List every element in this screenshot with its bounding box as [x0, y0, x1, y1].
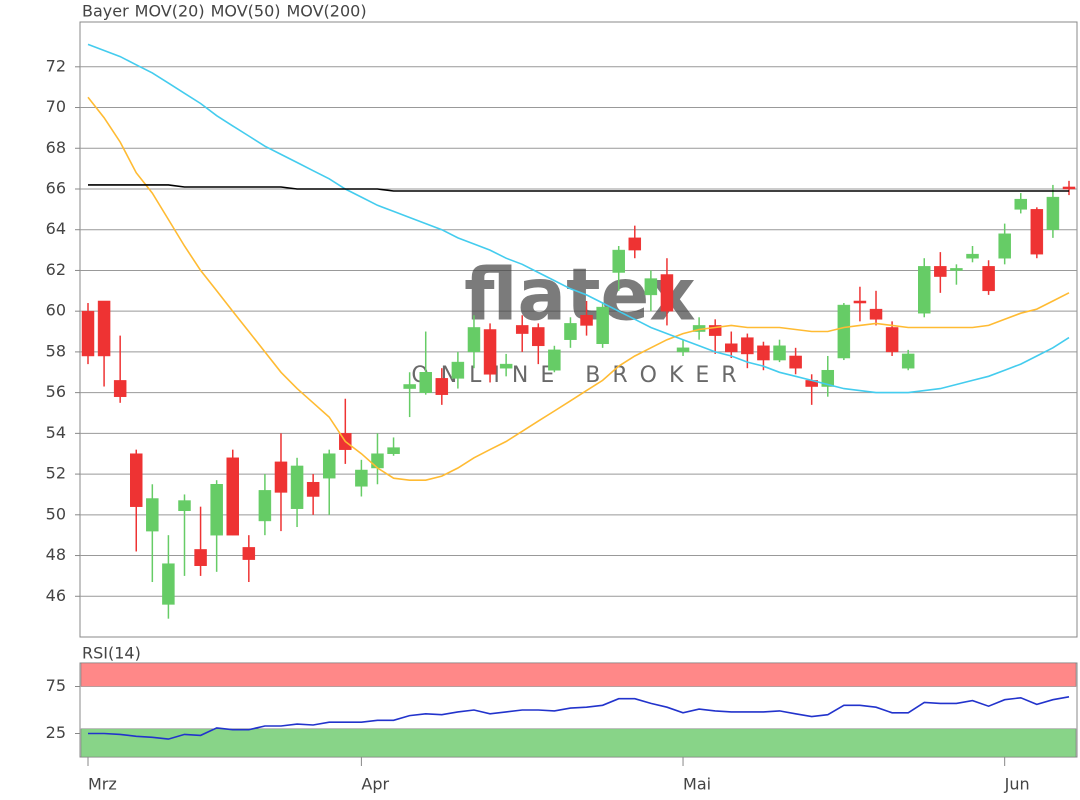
candle-body — [885, 327, 899, 353]
candle-body — [194, 549, 207, 566]
candle-body — [290, 465, 304, 509]
legend-entry: MOV(200) — [286, 2, 366, 21]
candle-body — [355, 469, 368, 487]
legend-entry: MOV(20) — [135, 2, 205, 21]
candle-body — [1062, 186, 1076, 190]
y-tick-label: 54 — [46, 423, 66, 442]
candle-body — [499, 363, 513, 369]
candle-body — [998, 233, 1011, 259]
candle-body — [515, 325, 529, 334]
candle-body — [274, 461, 288, 493]
candle-body — [741, 337, 754, 355]
y-tick-label: 48 — [46, 545, 66, 564]
x-tick-label: Mrz — [88, 775, 117, 794]
y-tick-label: 25 — [46, 723, 66, 742]
candle-body — [451, 361, 465, 379]
line-series — [87, 43, 1070, 394]
legend-entry: MOV(50) — [211, 2, 281, 21]
candle-body — [966, 253, 979, 259]
legend-entry: Bayer — [82, 2, 129, 21]
line-series — [87, 96, 1070, 481]
x-tick-label: Apr — [361, 775, 389, 794]
candle-body — [226, 457, 239, 536]
y-tick-label: 52 — [46, 464, 66, 483]
candle-body — [483, 329, 497, 375]
y-tick-label: 60 — [46, 301, 66, 320]
candle-body — [113, 380, 127, 397]
line-series — [88, 184, 1069, 192]
y-tick-label: 50 — [46, 504, 66, 523]
y-tick-label: 46 — [46, 586, 66, 605]
x-tick-label: Jun — [1004, 775, 1030, 794]
band — [80, 662, 1077, 687]
candle-body — [612, 249, 625, 273]
candle-body — [1046, 196, 1060, 230]
candle-body — [387, 447, 400, 454]
x-tick-label: Mai — [683, 775, 711, 794]
candle-body — [837, 304, 851, 359]
candle-body — [676, 347, 690, 353]
y-tick-label: 58 — [46, 341, 66, 360]
candle-body — [901, 353, 915, 369]
candle-body — [146, 498, 159, 532]
watermark-tagline: ONLINE BROKER — [411, 363, 748, 388]
y-tick-label: 75 — [46, 676, 66, 695]
candle-body — [419, 372, 432, 393]
plot-area — [79, 21, 1078, 638]
candle-body — [596, 306, 609, 345]
candle-body — [467, 327, 481, 353]
candle-body — [435, 378, 449, 395]
candle-body — [982, 266, 995, 292]
y-tick-label: 70 — [46, 97, 66, 116]
candle-body — [644, 278, 658, 296]
candle-body — [162, 563, 175, 605]
candle-body — [322, 453, 336, 479]
candle-body — [789, 355, 802, 369]
band — [80, 728, 1077, 758]
candle-body — [178, 500, 191, 511]
candle-body — [532, 327, 545, 347]
candle-body — [628, 237, 642, 251]
candle-body — [1030, 209, 1044, 255]
candle-body — [81, 310, 95, 357]
candle-body — [757, 345, 770, 361]
candle-body — [918, 266, 931, 314]
candle-body — [853, 300, 867, 304]
candle-body — [210, 484, 223, 536]
candle-body — [258, 490, 272, 522]
y-tick-label: 66 — [46, 178, 66, 197]
y-tick-label: 72 — [46, 56, 66, 75]
watermark-brand: flatex — [464, 253, 696, 337]
candle-body — [580, 314, 593, 326]
candle-body — [725, 343, 738, 353]
candle-body — [129, 453, 143, 507]
candle-body — [1014, 198, 1028, 210]
candle-body — [708, 325, 722, 336]
candle-body — [242, 547, 256, 560]
candle-body — [306, 481, 320, 497]
candle-body — [403, 384, 416, 389]
line-series — [88, 696, 1070, 740]
y-tick-label: 68 — [46, 138, 66, 157]
y-tick-label: 62 — [46, 260, 66, 279]
candle-body — [773, 345, 786, 361]
candle-body — [564, 323, 577, 340]
y-tick-label: 64 — [46, 219, 66, 238]
candle-body — [869, 308, 883, 320]
candle-body — [934, 266, 947, 277]
candle-body — [371, 453, 384, 469]
candle-body — [660, 274, 674, 312]
candle-body — [97, 300, 111, 357]
candle-body — [950, 268, 963, 271]
candle-body — [548, 349, 561, 371]
legend-entry: RSI(14) — [82, 644, 141, 663]
y-tick-label: 56 — [46, 382, 66, 401]
candle-body — [821, 369, 835, 387]
